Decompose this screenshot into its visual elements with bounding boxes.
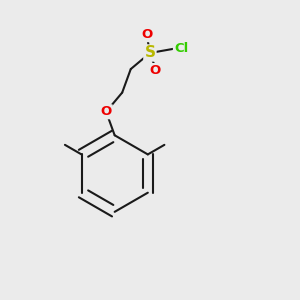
Text: O: O	[100, 105, 112, 118]
Text: O: O	[150, 64, 161, 77]
Text: Cl: Cl	[174, 42, 188, 55]
Text: O: O	[142, 28, 153, 41]
Text: S: S	[144, 46, 155, 61]
